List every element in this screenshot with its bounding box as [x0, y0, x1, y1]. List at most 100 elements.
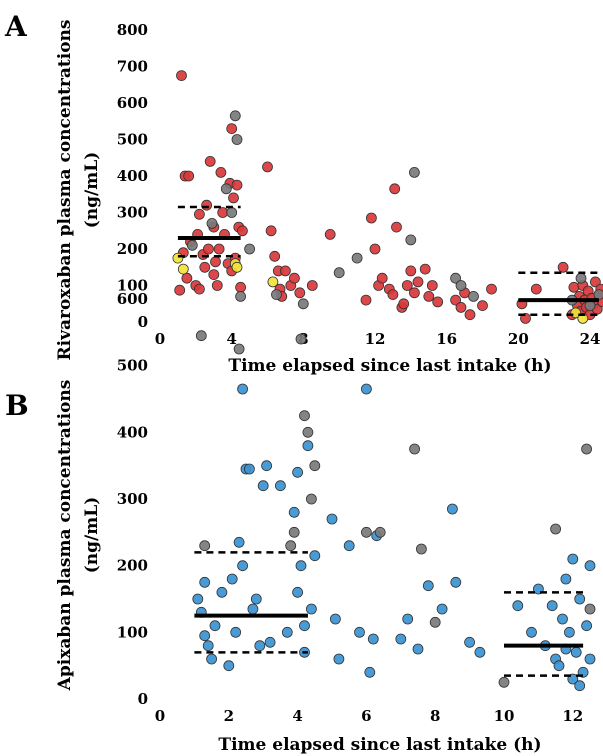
panel-b-data-point	[199, 630, 211, 642]
panel-a-data-point	[412, 276, 424, 288]
panel-a-data-point	[269, 250, 281, 262]
panel-b-data-point	[257, 480, 269, 492]
panel-a-data-point	[172, 252, 184, 264]
panel-a-data-point	[215, 166, 227, 178]
panel-b-data-point	[584, 560, 596, 572]
panel-a-ytick-label: 400	[117, 167, 148, 185]
panel-b-data-point	[281, 626, 293, 638]
panel-a-data-point	[231, 179, 243, 191]
panel-b-data-point	[192, 593, 204, 605]
panel-a-data-point	[177, 263, 189, 275]
panel-b-data-point	[285, 540, 297, 552]
panel-a-data-point	[226, 123, 238, 135]
panel-a-data-point	[455, 280, 467, 291]
panel-a-data-point	[365, 212, 377, 224]
panel-a-ylabel-line2: (ng/mL)	[82, 152, 102, 228]
panel-b-ylabel-line2: (ng/mL)	[82, 497, 102, 573]
panel-a-data-point	[432, 296, 444, 308]
panel-a-data-point	[193, 283, 205, 295]
panel-a-xtick-label: 24	[580, 330, 601, 348]
panel-b-data-point	[264, 636, 276, 648]
panel-b-data-point	[409, 443, 421, 455]
panel-b-data-point	[446, 503, 458, 515]
panel-a-data-point	[530, 283, 542, 295]
panel-a-xtick-label: 20	[508, 330, 529, 348]
panel-a-data-point	[360, 294, 372, 306]
panel-a-data-point	[236, 225, 248, 237]
panel-b-data-point	[305, 603, 317, 615]
panel-a-data-point	[176, 70, 187, 81]
panel-a-data-point	[181, 272, 193, 284]
panel-a-data-point	[231, 261, 243, 273]
panel-b-data-point	[415, 543, 427, 555]
panel-b-data-point	[333, 653, 345, 665]
panel-a-data-point	[206, 217, 218, 229]
panel-a-data-point	[468, 290, 479, 302]
panel-b-data-point	[295, 333, 307, 345]
panel-a-data-point	[265, 225, 277, 237]
panel-b-data-point	[570, 646, 582, 658]
panel-a-data-point	[423, 290, 435, 302]
panel-b-data-point	[299, 620, 310, 632]
panel-b-data-point	[288, 506, 300, 518]
panel-a-data-point	[271, 289, 282, 301]
panel-b-xtick-label: 0	[155, 707, 165, 725]
panel-b-data-point	[526, 626, 537, 638]
panel-b-data-point	[574, 680, 586, 692]
panel-b-letter: B	[5, 389, 29, 422]
panel-b-ytick-label: 400	[117, 423, 148, 441]
panel-a-data-point	[575, 272, 587, 284]
panel-b-data-point	[326, 513, 338, 525]
panel-a-data-point	[193, 208, 205, 220]
panel-b-data-point	[195, 330, 207, 342]
panel-a-data-point	[369, 243, 381, 255]
panel-a-xtick-label: 12	[365, 330, 386, 348]
panel-a-data-point	[376, 272, 388, 284]
panel-b-data-point	[233, 536, 245, 548]
panel-a-data-point	[398, 298, 410, 310]
panel-a-data-point	[211, 280, 223, 291]
panel-a-data-point	[408, 287, 420, 299]
panel-b-data-point	[302, 440, 314, 452]
panel-b-data-point	[230, 626, 242, 638]
panel-b-data-point	[560, 573, 572, 585]
panel-a-data-point	[351, 252, 363, 264]
panel-a-data-point	[557, 261, 569, 273]
panel-b-data-point	[226, 573, 238, 585]
panel-b-data-point	[546, 600, 558, 612]
panel-b-data-point	[581, 620, 592, 632]
panel-a-data-point	[210, 256, 221, 268]
panel-b-data-point	[329, 613, 341, 625]
panel-a-data-point	[450, 294, 462, 306]
panel-a-data-point	[306, 280, 318, 291]
panel-a-data-point	[279, 265, 291, 277]
panel-b-data-point	[250, 593, 262, 605]
panel-b-ytick-label: 500	[117, 357, 148, 375]
panel-a-data-point	[387, 289, 399, 301]
panel-a-xtick-label: 4	[226, 330, 236, 348]
panel-a-data-point	[229, 110, 241, 122]
panel-a-data-point	[408, 166, 420, 178]
panel-a-ytick-label: 300	[117, 204, 148, 222]
panel-a-data-point	[333, 267, 345, 279]
panel-b-data-point	[364, 666, 376, 678]
panel-a-data-point	[288, 272, 300, 284]
panel-a-data-point	[391, 221, 402, 233]
panel-b-data-point	[309, 550, 321, 562]
panel-a-ytick-label: 600	[117, 94, 148, 112]
panel-a-data-point	[401, 280, 413, 291]
panel-a-data-point	[231, 134, 243, 145]
panel-a-data-point	[568, 281, 580, 293]
panel-a-data-point	[486, 283, 497, 295]
panel-b-ytick-label: 300	[117, 490, 148, 508]
panel-b-data-point	[302, 426, 314, 438]
panel-b-xtick-label: 4	[292, 707, 302, 725]
panel-b-xtick-label: 2	[224, 707, 234, 725]
panel-a-data-point	[405, 234, 417, 246]
panel-b-data-point	[553, 660, 565, 672]
panel-b-data-point	[309, 460, 321, 472]
panel-b-data-point	[367, 633, 379, 645]
panel-a-data-point	[267, 276, 279, 288]
